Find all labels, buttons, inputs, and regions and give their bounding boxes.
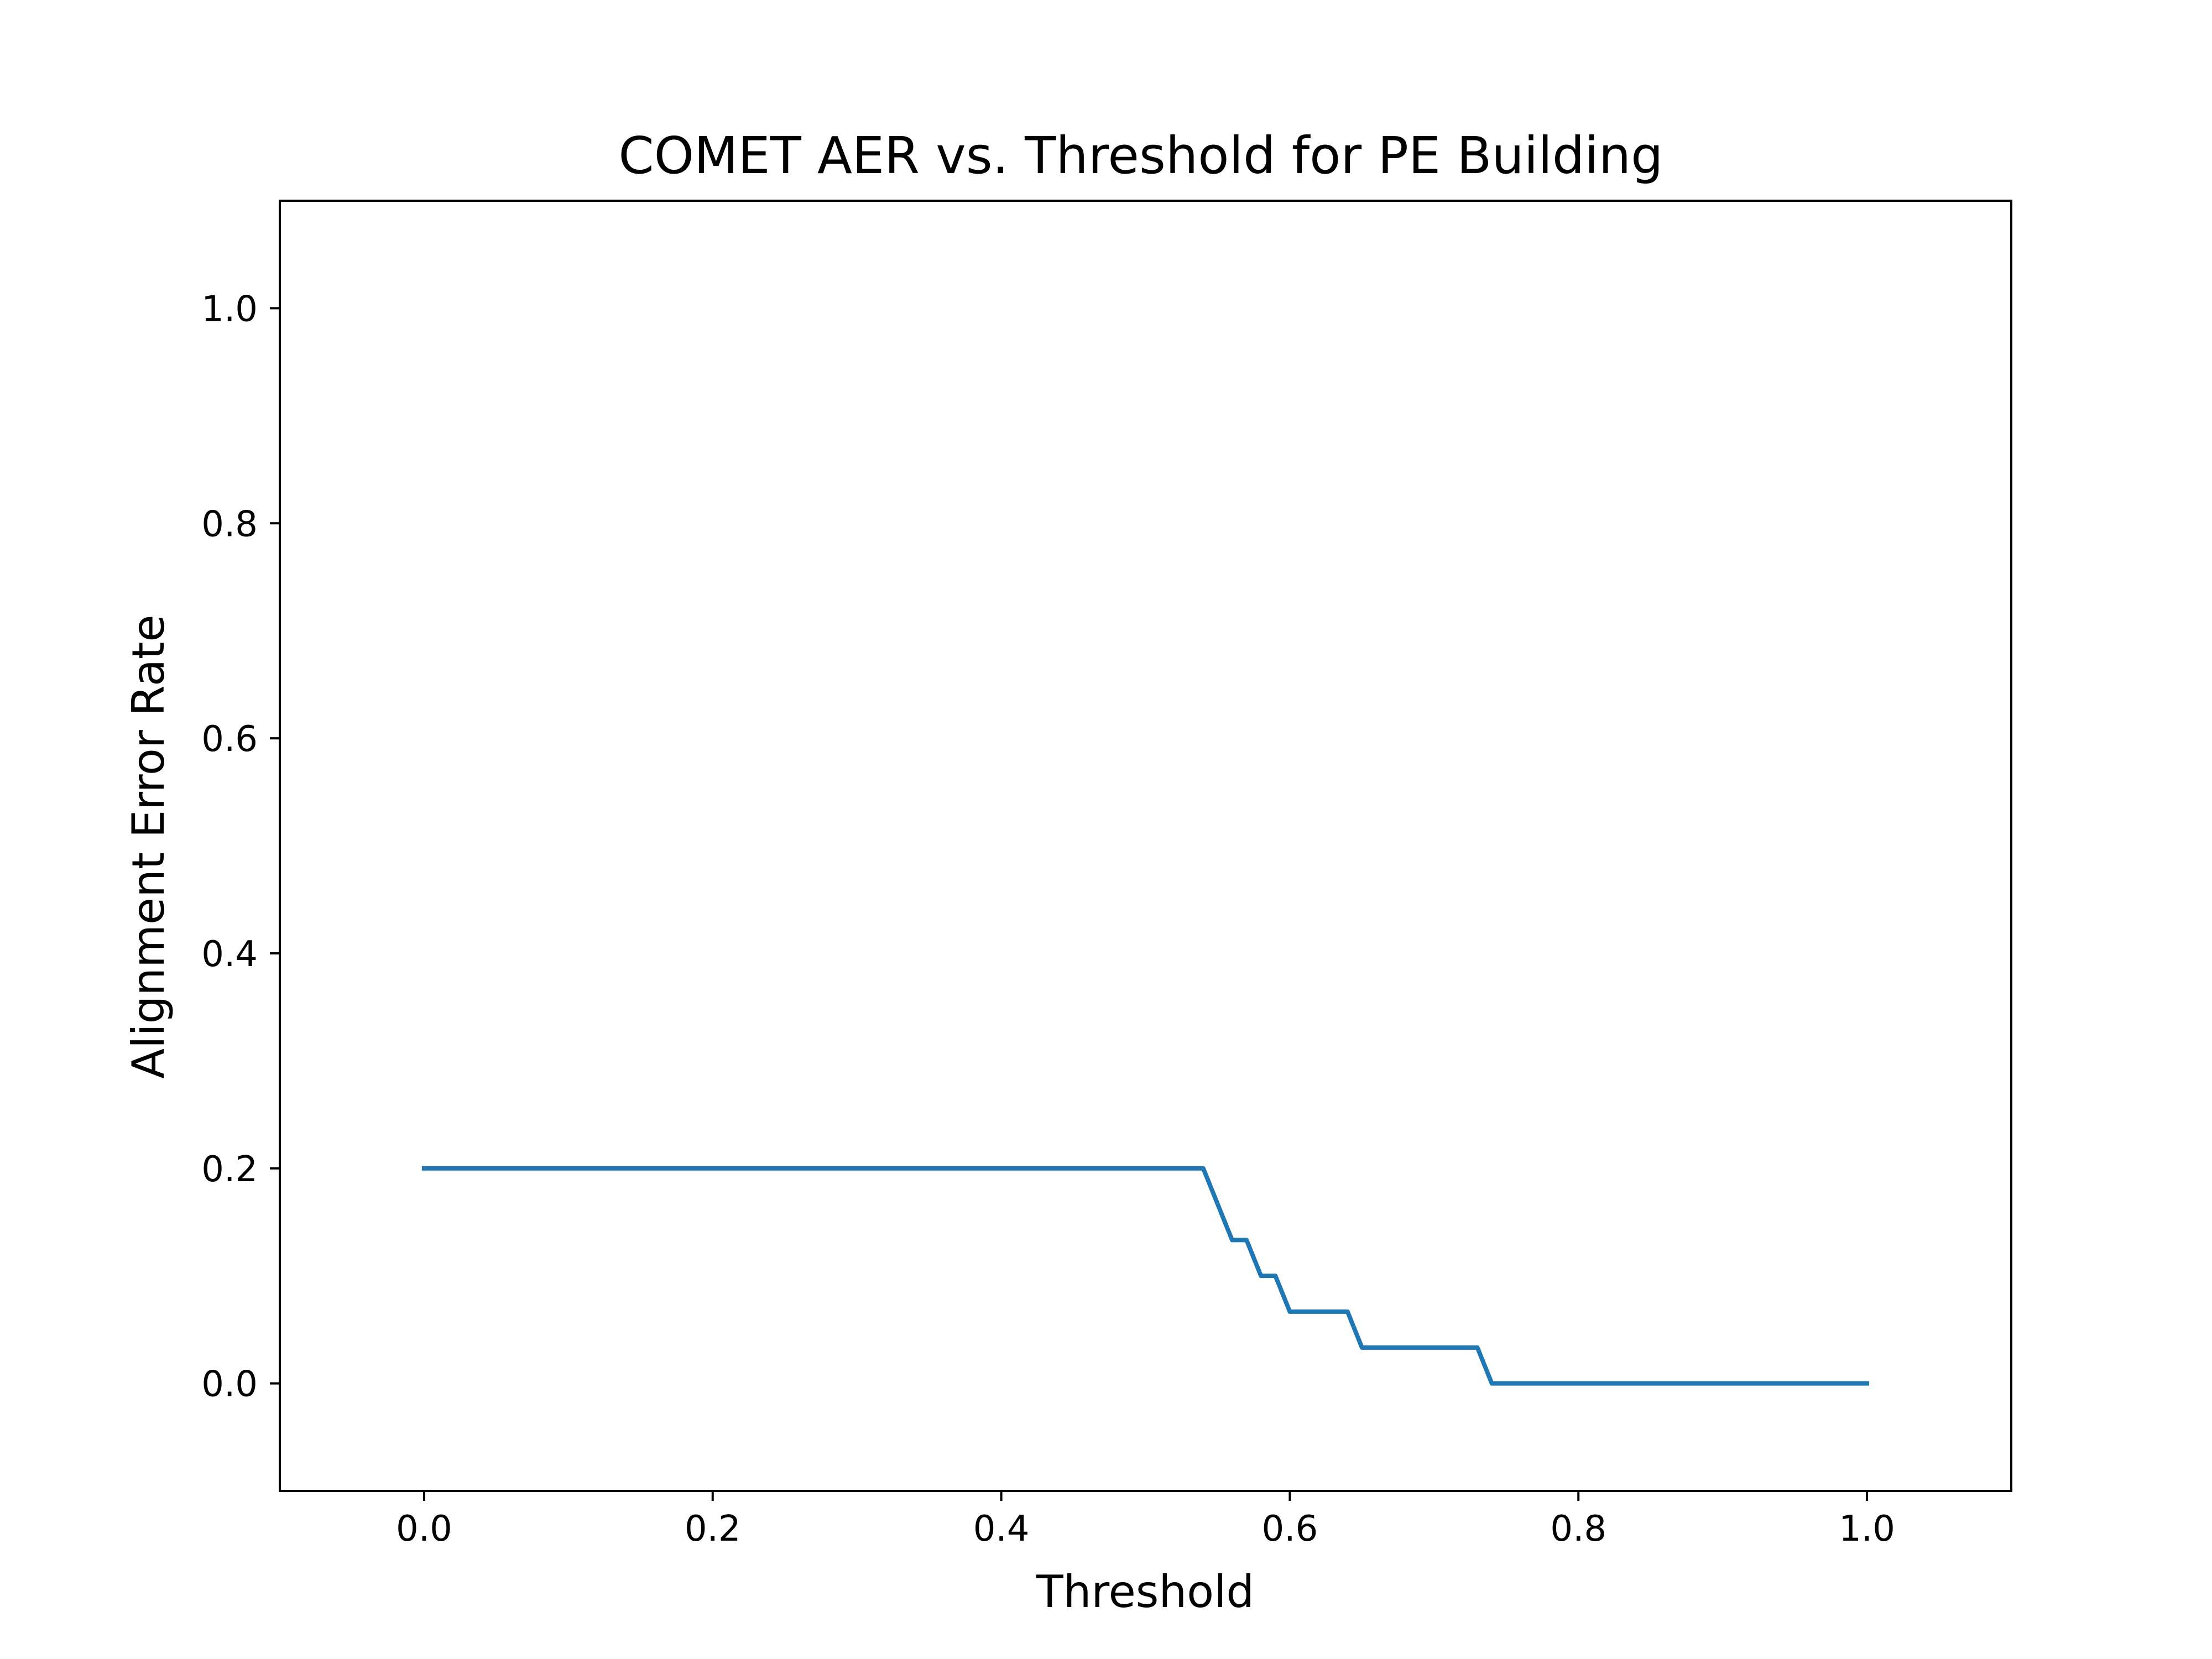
y-axis-ticks: 0.0 0.2 0.4 0.6 0.8 1.0 (201, 289, 280, 1405)
x-tick-label: 0.0 (396, 1509, 452, 1550)
axes-frame (279, 200, 2012, 1492)
y-axis-label: Alignment Error Rate (123, 614, 174, 1078)
y-tick-label: 0.2 (201, 1149, 258, 1190)
x-tick-label: 0.4 (973, 1509, 1030, 1550)
chart-title: COMET AER vs. Threshold for PE Building (618, 126, 1663, 185)
y-tick-label: 1.0 (201, 289, 258, 330)
y-tick-label: 0.6 (201, 719, 258, 760)
series-line-0 (421, 1166, 1870, 1386)
x-axis-ticks: 0.0 0.2 0.4 0.6 0.8 1.0 (396, 1491, 1895, 1550)
y-tick-label: 0.8 (201, 504, 258, 545)
x-tick-label: 0.8 (1550, 1509, 1606, 1550)
y-tick-label: 0.0 (201, 1364, 258, 1405)
x-tick-label: 0.2 (685, 1509, 741, 1550)
x-tick-label: 1.0 (1839, 1509, 1895, 1550)
x-tick-label: 0.6 (1262, 1509, 1318, 1550)
x-axis-label: Threshold (1036, 1566, 1254, 1618)
y-tick-label: 0.4 (201, 934, 258, 975)
plot-area (421, 1166, 1870, 1386)
